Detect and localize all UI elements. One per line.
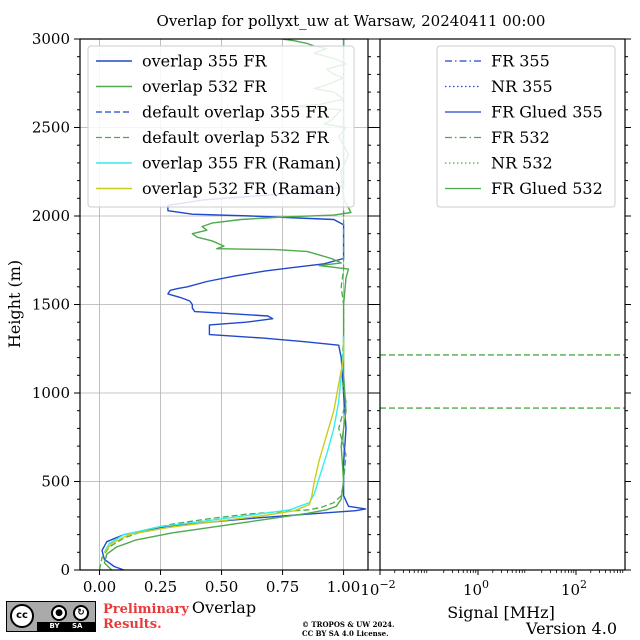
copyright-line-1: © TROPOS & UW 2024. xyxy=(302,620,395,629)
overlap-legend-box xyxy=(87,45,355,208)
signal-legend: FR 355 NR 355 FR Glued 355 FR 532 NR 532 FR G… xyxy=(436,45,616,208)
overlap-legend-label-3: default overlap 532 FR xyxy=(142,128,330,147)
overlap-x-tick-label: 0.75 xyxy=(266,578,299,596)
overlap-x-axis-label: Overlap xyxy=(192,598,256,617)
overlap-x-tick-label: 0.00 xyxy=(83,578,116,596)
overlap-y-tick-label: 0 xyxy=(60,561,70,579)
signal-legend-label-4: NR 532 xyxy=(491,154,553,173)
signal-x-tick-label: 10−2 xyxy=(360,578,395,599)
signal-legend-label-2: FR Glued 355 xyxy=(491,103,603,122)
overlap-series-line-5 xyxy=(103,339,345,553)
preliminary-results-note: Preliminary Results. xyxy=(103,602,189,632)
overlap-x-tick-label: 0.25 xyxy=(144,578,177,596)
signal-x-tick-label: 100 xyxy=(463,578,489,599)
overlap-legend-label-2: default overlap 355 FR xyxy=(142,103,330,122)
overlap-panel: 0.00 0.25 0.50 0.75 1.00 0 500 1000 1500 2000 2500… xyxy=(5,30,374,617)
preliminary-line-2: Results. xyxy=(103,617,162,632)
overlap-legend-label-0: overlap 355 FR xyxy=(142,52,268,71)
cc-logo-icon: cc xyxy=(10,604,34,628)
overlap-legend-label-1: overlap 532 FR xyxy=(142,77,268,96)
overlap-legend: overlap 355 FR overlap 532 FR default over… xyxy=(87,45,355,208)
overlap-y-tick-label: 2500 xyxy=(32,119,70,137)
signal-ticks: 10−2 100 102 xyxy=(360,38,631,599)
figure-title: Overlap for pollyxt_uw at Warsaw, 202404… xyxy=(157,12,546,30)
signal-x-tick-label: 102 xyxy=(561,578,587,599)
overlap-y-tick-label: 1000 xyxy=(32,384,70,402)
signal-legend-label-3: FR 532 xyxy=(491,128,550,147)
cc-license-badge: cc ● ↻ BY SA xyxy=(6,601,96,632)
person-icon: ● xyxy=(51,605,67,621)
overlap-y-tick-label: 3000 xyxy=(32,30,70,48)
overlap-ticks: 0.00 0.25 0.50 0.75 1.00 0 500 1000 1500 2000 2500… xyxy=(32,30,374,596)
overlap-series-line-0 xyxy=(101,39,367,570)
signal-legend-box xyxy=(436,45,616,208)
height-y-axis-label: Height (m) xyxy=(5,260,24,348)
cc-license-labels: BY SA xyxy=(37,622,95,631)
overlap-y-tick-label: 2000 xyxy=(32,207,70,225)
signal-x-axis-label: Signal [MHz] xyxy=(447,603,555,622)
share-alike-icon: ↻ xyxy=(73,605,89,621)
signal-panel: 10−2 100 102 Signal [MHz] FR 355 NR 355 FR G… xyxy=(360,38,631,622)
signal-series-group xyxy=(380,354,625,409)
copyright-note: © TROPOS & UW 2024. CC BY SA 4.0 License… xyxy=(302,620,395,638)
version-label: Version 4.0 xyxy=(526,619,617,638)
copyright-line-2: CC BY SA 4.0 License. xyxy=(302,629,389,638)
overlap-y-tick-label: 1500 xyxy=(32,296,70,314)
preliminary-line-1: Preliminary xyxy=(103,602,189,617)
overlap-x-tick-label: 1.00 xyxy=(327,578,360,596)
signal-legend-label-0: FR 355 xyxy=(491,52,550,71)
overlap-y-tick-label: 500 xyxy=(41,473,70,491)
signal-legend-label-1: NR 355 xyxy=(491,77,553,96)
overlap-legend-label-4: overlap 355 FR (Raman) xyxy=(142,154,341,173)
overlap-legend-label-5: overlap 532 FR (Raman) xyxy=(142,179,341,198)
signal-legend-label-5: FR Glued 532 xyxy=(491,179,603,198)
overlap-x-tick-label: 0.50 xyxy=(205,578,238,596)
